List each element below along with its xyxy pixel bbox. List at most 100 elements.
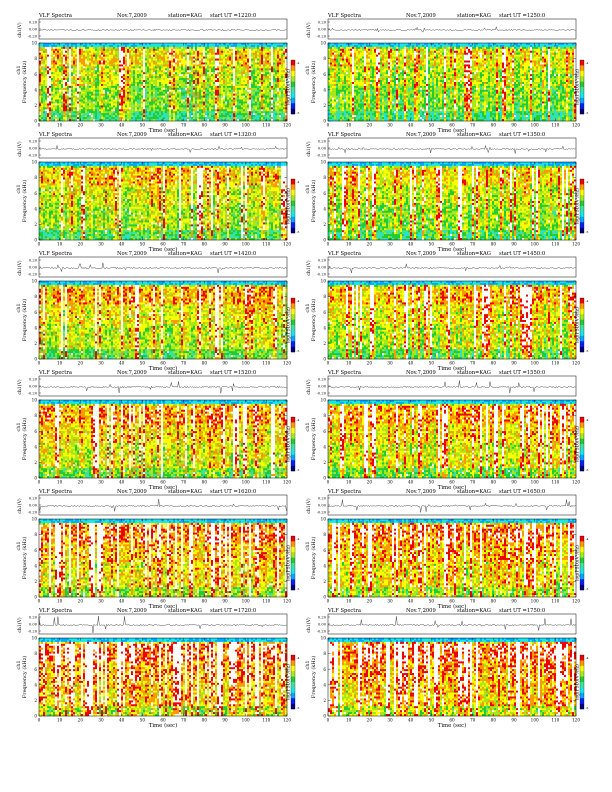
spectrogram-cell bbox=[125, 57, 127, 59]
spectrogram-cell bbox=[165, 82, 167, 84]
spectrogram-cell bbox=[93, 59, 95, 61]
spectrogram-cell bbox=[257, 72, 259, 74]
spectrogram-cell bbox=[215, 86, 217, 88]
spectrogram-cell bbox=[51, 78, 53, 80]
spectrogram-cell bbox=[147, 80, 149, 82]
spectrogram-cell bbox=[87, 109, 89, 111]
spectrogram-cell bbox=[135, 80, 137, 82]
spectrogram-cell bbox=[49, 111, 51, 113]
spectrogram-cell bbox=[235, 96, 237, 98]
spectrogram-cell bbox=[101, 100, 103, 102]
spectrogram-cell bbox=[177, 92, 179, 94]
spectrogram-cell bbox=[207, 111, 209, 113]
spectrogram-cell bbox=[235, 92, 237, 94]
spectrogram-cell bbox=[253, 72, 255, 74]
spectrogram-cell bbox=[85, 68, 87, 70]
spectrogram-cell bbox=[95, 47, 97, 49]
spectrogram-cell bbox=[127, 111, 129, 113]
spectrogram-cell bbox=[133, 57, 135, 59]
spectrogram-cell bbox=[183, 63, 185, 65]
spectrogram-cell bbox=[83, 49, 85, 51]
spectrogram-cell bbox=[107, 102, 109, 104]
spectrogram-cell bbox=[279, 51, 281, 53]
spectrogram-cell bbox=[263, 70, 265, 72]
spectrogram-cell bbox=[73, 70, 75, 72]
spectrogram-cell bbox=[127, 82, 129, 84]
spectrogram-cell bbox=[57, 105, 59, 107]
spectrogram-cell bbox=[107, 117, 109, 119]
spectrogram-cell bbox=[121, 49, 123, 51]
spectrogram-cell bbox=[207, 82, 209, 84]
spectrogram-cell bbox=[195, 105, 197, 107]
spectrogram-cell bbox=[177, 102, 179, 104]
spectrogram-cell bbox=[203, 78, 205, 80]
spectrogram-cell bbox=[221, 47, 223, 49]
spectrogram-cell bbox=[201, 113, 203, 115]
spectrogram-cell bbox=[245, 117, 247, 119]
spectrogram-cell bbox=[231, 61, 233, 63]
spectrogram-cell bbox=[71, 96, 73, 98]
spectrogram-cell bbox=[247, 63, 249, 65]
spectrogram-cell bbox=[101, 84, 103, 86]
spectrogram-cell bbox=[109, 105, 111, 107]
spectrogram-cell bbox=[83, 72, 85, 74]
spectrogram-cell bbox=[265, 78, 267, 80]
spectrogram-cell bbox=[211, 113, 213, 115]
spectrogram-cell bbox=[213, 72, 215, 74]
spectrogram-cell bbox=[69, 107, 71, 109]
spectrogram-cell bbox=[247, 78, 249, 80]
spectrogram-cell bbox=[135, 53, 137, 55]
spectrogram-cell bbox=[119, 66, 121, 68]
spectrogram-cell bbox=[87, 53, 89, 55]
spectrogram-cell bbox=[213, 100, 215, 102]
spectrogram-cell bbox=[225, 72, 227, 74]
spectrogram-cell bbox=[57, 80, 59, 82]
spectrogram-cell bbox=[163, 94, 165, 96]
spectrogram-cell bbox=[79, 115, 81, 117]
spectrogram-cell bbox=[175, 72, 177, 74]
spectrogram-cell bbox=[271, 72, 273, 74]
spectrogram-cell bbox=[93, 86, 95, 88]
spectrogram-cell bbox=[73, 88, 75, 90]
spectrogram-cell bbox=[221, 55, 223, 57]
spectrogram-cell bbox=[81, 78, 83, 80]
spectrogram-cell bbox=[167, 66, 169, 68]
spectrogram-cell bbox=[87, 57, 89, 59]
spectrogram-cell bbox=[223, 86, 225, 88]
spectrogram-cell bbox=[217, 107, 219, 109]
spectrogram-cell bbox=[91, 100, 93, 102]
spectrogram-cell bbox=[71, 70, 73, 72]
spectrogram-cell bbox=[263, 59, 265, 61]
spectrogram-cell bbox=[213, 49, 215, 51]
spectrogram-cell bbox=[151, 51, 153, 53]
spectrogram-cell bbox=[49, 51, 51, 53]
spectrogram-cell bbox=[251, 72, 253, 74]
spectrogram-cell bbox=[59, 53, 61, 55]
spectrogram-cell bbox=[151, 100, 153, 102]
spectrogram-cell bbox=[63, 84, 65, 86]
spectrogram-cell bbox=[111, 88, 113, 90]
spectrogram-cell bbox=[59, 113, 61, 115]
spectrogram-cell bbox=[121, 107, 123, 109]
spectrogram-cell bbox=[135, 64, 137, 66]
spectrogram-cell bbox=[231, 66, 233, 68]
spectrogram-cell bbox=[103, 47, 105, 49]
spectrogram-cell bbox=[181, 92, 183, 94]
spectrogram-cell bbox=[45, 94, 47, 96]
spectrogram-cell bbox=[141, 55, 143, 57]
spectrogram-cell bbox=[141, 49, 143, 51]
spectrogram-cell bbox=[99, 109, 101, 111]
spectrogram-cell bbox=[43, 61, 45, 63]
spectrogram-cell bbox=[109, 63, 111, 65]
spectrogram-cell bbox=[239, 88, 241, 90]
spectrogram-cell bbox=[75, 76, 77, 78]
spectrogram-cell bbox=[275, 111, 277, 113]
spectrogram-cell bbox=[71, 47, 73, 49]
spectrogram-cell bbox=[251, 102, 253, 104]
spectrogram-cell bbox=[249, 113, 251, 115]
spectrogram-cell bbox=[131, 113, 133, 115]
spectrogram-cell bbox=[75, 115, 77, 117]
spectrogram-cell bbox=[269, 82, 271, 84]
spectrogram-cell bbox=[175, 84, 177, 86]
spectrogram-cell bbox=[239, 63, 241, 65]
